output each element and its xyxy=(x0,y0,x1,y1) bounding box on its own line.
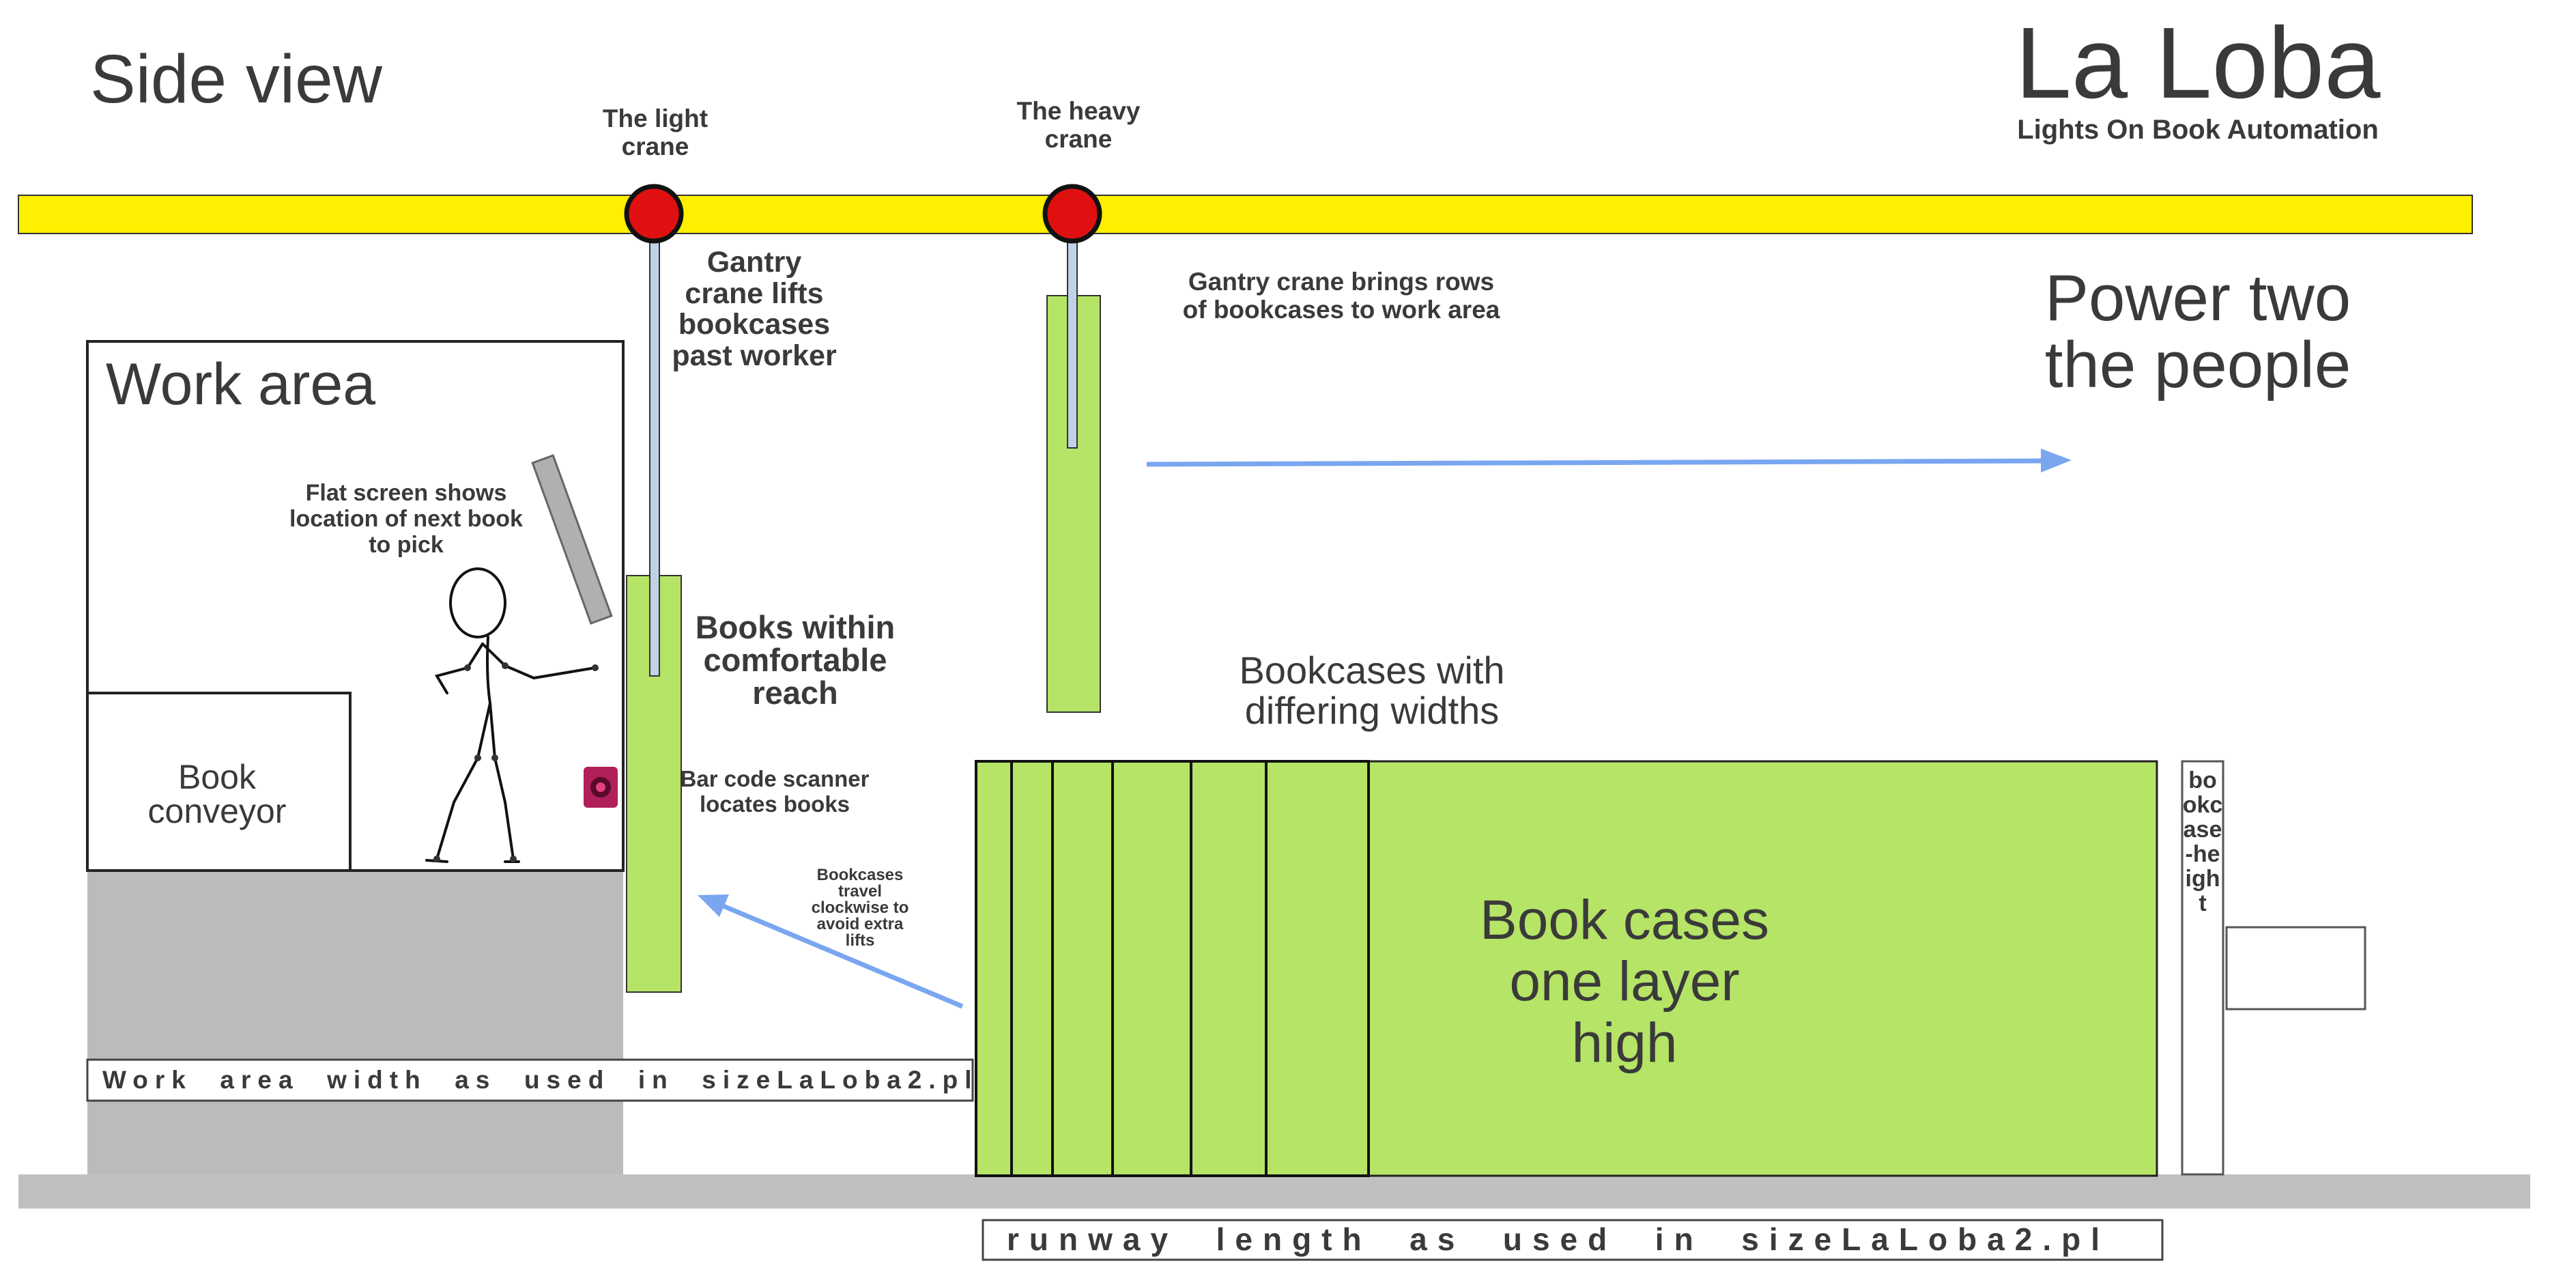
light-crane-trolley xyxy=(624,184,684,244)
clockwise-4: avoid extra xyxy=(816,915,904,933)
book-conveyor-1: Book xyxy=(178,758,256,796)
view-title: Side view xyxy=(90,41,382,117)
gantry-lifts-1: Gantry xyxy=(706,246,802,279)
gantry-lifts-2: crane lifts xyxy=(685,277,824,310)
bar-code-note: Bar code scanner locates books xyxy=(676,766,874,817)
clockwise-3: clockwise to xyxy=(811,899,909,917)
differing-widths-1: Bookcases with xyxy=(1239,649,1505,692)
clockwise-note: Bookcases travel clockwise to avoid extr… xyxy=(799,867,921,949)
bookcase-row xyxy=(975,760,2158,1177)
book-conveyor-2: conveyor xyxy=(147,792,287,830)
gantry-brings-2: of bookcases to work area xyxy=(1182,296,1500,324)
one-layer-3: high xyxy=(1571,1012,1678,1075)
bar-code-2: locates books xyxy=(699,791,850,817)
one-layer-2: one layer xyxy=(1509,950,1740,1013)
worker-joints xyxy=(433,662,599,862)
empty-box xyxy=(2225,926,2366,1011)
flat-screen-note: Flat screen shows location of next book … xyxy=(276,480,536,558)
flat-screen-3: to pick xyxy=(369,532,444,559)
bar-code-scanner-icon xyxy=(584,767,618,808)
heavy-crane-hoist xyxy=(1067,231,1078,449)
arrow-to-right xyxy=(1146,449,2072,472)
heavy-crane-trolley xyxy=(1042,184,1102,244)
books-reach-3: reach xyxy=(752,674,838,711)
heavy-crane-label: The heavy crane xyxy=(997,97,1160,154)
bookcase-height-box xyxy=(2181,760,2224,1176)
flat-screen xyxy=(531,454,613,625)
book-conveyor xyxy=(86,692,352,872)
work-area-width-box xyxy=(86,1058,974,1102)
books-reach-1: Books within xyxy=(695,609,896,645)
heavy-crane-label-2: crane xyxy=(1044,125,1113,154)
work-platform xyxy=(87,871,623,1174)
light-crane-label: The light crane xyxy=(587,104,724,161)
work-area-label: Work area xyxy=(106,352,376,417)
slogan-line-1: Power two xyxy=(2044,262,2351,335)
slogan: Power two the people xyxy=(2020,265,2375,399)
flat-screen-2: location of next book xyxy=(289,506,523,533)
gantry-lifts-3: bookcases xyxy=(678,308,831,341)
brand-tagline: Lights On Book Automation xyxy=(2017,115,2379,145)
slogan-line-2: the people xyxy=(2044,328,2351,401)
work-area-width-label: Work area width as used in sizeLaLoba2.p… xyxy=(102,1066,979,1094)
gantry-lifts-4: past worker xyxy=(672,339,837,372)
work-area-frame xyxy=(86,340,625,872)
bookcase-dividers xyxy=(975,760,1370,1177)
one-layer-label: Book cases one layer high xyxy=(1447,889,1802,1075)
flat-screen-1: Flat screen shows xyxy=(305,480,507,506)
heavy-crane-label-1: The heavy xyxy=(1016,97,1141,125)
gantry-lifts-note: Gantry crane lifts bookcases past worker xyxy=(655,246,853,372)
book-conveyor-label: Book conveyor xyxy=(121,760,313,828)
light-crane-label-1: The light xyxy=(602,104,709,132)
worker-figure xyxy=(425,567,597,863)
differing-widths-note: Bookcases with differing widths xyxy=(1194,650,1549,731)
runway-length-box xyxy=(982,1219,2164,1261)
clockwise-1: Bookcases xyxy=(816,866,904,884)
gantry-brings-note: Gantry crane brings rows of bookcases to… xyxy=(1174,268,1508,324)
books-reach-2: comfortable xyxy=(703,641,887,678)
light-crane-label-2: crane xyxy=(621,132,689,161)
arrow-clockwise-travel xyxy=(698,894,964,1009)
gantry-brings-1: Gantry crane brings rows xyxy=(1188,268,1495,296)
bookcase-height-label: bookcase-height xyxy=(2182,767,2223,916)
differing-widths-2: differing widths xyxy=(1244,689,1500,733)
one-layer-1: Book cases xyxy=(1480,889,1769,951)
floor xyxy=(18,1174,2530,1209)
clockwise-5: lifts xyxy=(845,931,875,950)
runway-length-label: runway length as used in sizeLaLoba2.pl xyxy=(1007,1222,2110,1257)
brand-title: La Loba xyxy=(2015,7,2381,119)
books-reach-note: Books within comfortable reach xyxy=(689,611,901,709)
crane-rail xyxy=(18,195,2473,234)
bar-code-1: Bar code scanner xyxy=(680,766,870,791)
clockwise-2: travel xyxy=(838,882,883,901)
